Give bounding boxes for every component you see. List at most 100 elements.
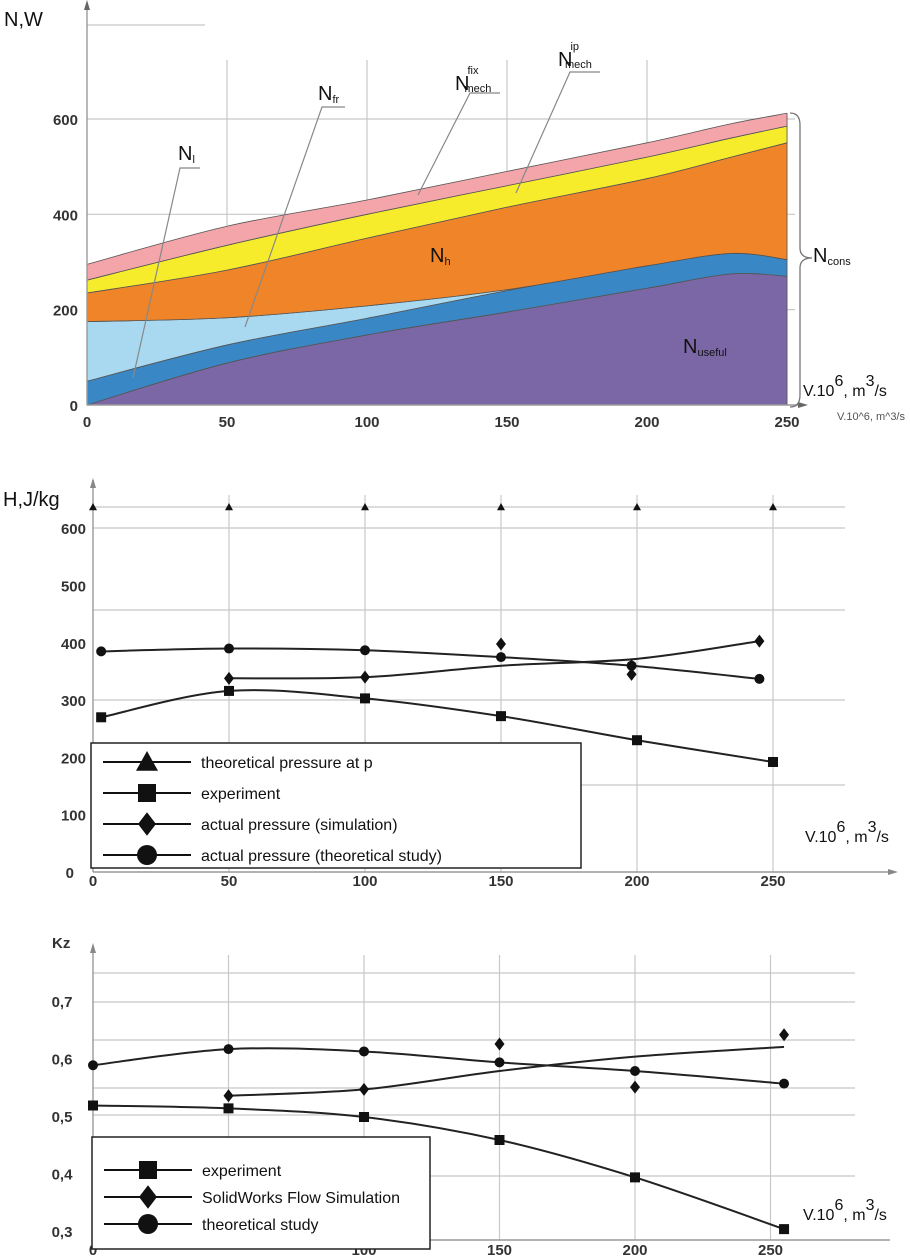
series-circle-line [101, 647, 760, 680]
label-n-mech-fix-main: N [455, 73, 469, 95]
leader-line-nmech-fix [417, 92, 500, 196]
series-circle-point [359, 1046, 369, 1057]
label-n-cons: Ncons [813, 245, 851, 268]
series-triangle-point [225, 502, 233, 511]
label-n-mech-ip: Nip mech [558, 41, 592, 71]
series-circle-point [626, 660, 637, 671]
label-n-cons-sub: cons [827, 256, 851, 268]
series-triangle-point [769, 502, 777, 511]
series-square-point [496, 711, 506, 722]
series-circle-point [496, 652, 506, 663]
series-square-point [96, 712, 107, 723]
x-tick-label: 50 [221, 873, 238, 890]
legend-marker-circle [138, 1214, 158, 1234]
series-square-point [360, 693, 370, 704]
y-tick-label: 500 [61, 579, 86, 596]
x-tick-label: 150 [488, 873, 513, 890]
x-tick-label: 250 [774, 414, 799, 431]
y-tick-label: 100 [61, 808, 86, 825]
x-axis-title-c: , m [843, 383, 865, 400]
y-axis-arrow-icon [90, 478, 96, 488]
y-tick-label: 600 [61, 521, 86, 538]
y-tick-label: 400 [53, 207, 78, 224]
series-circle-point [224, 643, 234, 654]
label-n-l-sub: l [192, 154, 194, 166]
y-tick-label: 0,7 [52, 994, 73, 1011]
x-axis-arrow-icon [888, 869, 898, 875]
y-tick-label: 200 [61, 750, 86, 767]
series-circle-point [88, 1060, 98, 1071]
x-axis-title-b: 6 [834, 373, 843, 390]
y-tick-label: 0 [70, 398, 78, 415]
series-diamond-point [494, 1037, 505, 1051]
y-axis-title: N,W [4, 9, 43, 31]
series-diamond-point [779, 1028, 790, 1042]
label-n-h: Nh [430, 245, 451, 268]
x-tick-label: 150 [487, 1242, 512, 1257]
x-axis-title-d: 3 [866, 373, 875, 390]
series-square-point [359, 1112, 369, 1122]
series-diamond-point [360, 670, 370, 684]
series-circle-point [754, 673, 765, 684]
x-tick-label: 250 [758, 1242, 783, 1257]
leader-line-nfr [244, 106, 345, 328]
label-n-mech-fix-sub: mech [464, 83, 491, 95]
series-square-point [779, 1224, 790, 1235]
legend-label: actual pressure (theoretical study) [201, 848, 442, 865]
series-square-line [92, 1104, 785, 1231]
x-tick-label: 0 [83, 414, 91, 431]
series-triangle-point [89, 502, 97, 511]
series-circle-point [223, 1044, 234, 1055]
x-axis-title-d: 3 [868, 819, 877, 836]
series-triangle-point [497, 502, 505, 511]
x-tick-label: 200 [622, 1242, 647, 1257]
legend-label: theoretical study [202, 1217, 319, 1234]
x-axis-title-e: /s [874, 383, 886, 400]
series-diamond-line [228, 1045, 785, 1097]
x-tick-label: 250 [760, 873, 785, 890]
series-diamond-point [359, 1082, 369, 1096]
y-axis-arrow-icon [90, 943, 96, 953]
series-triangle-point [633, 502, 641, 511]
series-square-point [768, 756, 778, 767]
x-tick-label: 200 [634, 414, 659, 431]
y-axis-title: Kz [52, 935, 70, 952]
series-diamond-point [626, 667, 637, 681]
x-axis-title-b: 6 [834, 1197, 843, 1214]
x-axis-title-c: , m [843, 1207, 865, 1224]
series-diamond-point [496, 637, 506, 651]
series-diamond-point [223, 1089, 234, 1103]
label-n-useful: Nuseful [683, 336, 727, 359]
legend-label: actual pressure (simulation) [201, 817, 398, 834]
series-square-point [223, 1103, 234, 1114]
series-square-point [88, 1100, 98, 1111]
series-diamond-line [228, 640, 760, 680]
label-n-fr-main: N [318, 83, 332, 105]
series-square-line [100, 689, 774, 763]
y-tick-label: 300 [61, 693, 86, 710]
leader-line-nmech-ip [515, 71, 600, 194]
y-tick-label: 0,5 [52, 1109, 73, 1126]
x-axis-title-e: /s [876, 829, 888, 846]
x-axis-title-c: , m [845, 829, 867, 846]
label-n-cons-main: N [813, 245, 827, 267]
x-axis-title-plain: V.10^6, m^3/s [837, 411, 906, 423]
x-axis-title-a: V.10 [803, 1207, 835, 1224]
series-circle-point [360, 645, 370, 656]
ncons-bracket [789, 112, 813, 408]
label-n-l: Nl [178, 143, 195, 166]
series-diamond-point [224, 671, 234, 685]
area-n-mech-fix [86, 112, 788, 281]
label-n-fr-sub: fr [332, 94, 339, 106]
series-square-point [494, 1135, 505, 1145]
x-axis-title-a: V.10 [805, 829, 837, 846]
series-circle-point [630, 1066, 640, 1076]
legend-marker-circle [137, 845, 157, 865]
x-axis-title-d: 3 [866, 1197, 875, 1214]
legend-marker-diamond [139, 1185, 157, 1209]
label-n-useful-sub: useful [697, 347, 726, 359]
y-tick-label: 200 [53, 303, 78, 320]
label-n-mech-ip-sup: ip [570, 41, 579, 53]
label-n-fr: Nfr [318, 83, 340, 106]
